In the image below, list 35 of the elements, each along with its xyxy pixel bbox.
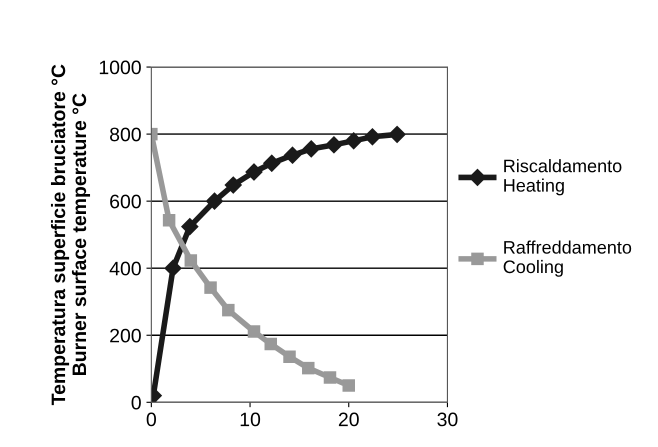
x-tick-label: 10 — [240, 412, 260, 426]
point — [324, 371, 336, 384]
x-tick-label: 30 — [437, 412, 458, 426]
point — [206, 192, 224, 210]
point — [222, 304, 235, 316]
y-axis-title: Temperatura superficie bruciatore °C Burner surface temperature °C — [50, 64, 90, 406]
y-tick-label: 400 — [110, 262, 141, 276]
point — [162, 214, 176, 227]
legend-label: Raffreddamento Cooling — [504, 240, 632, 277]
point — [364, 128, 381, 146]
x-tick-label: 0 — [146, 412, 156, 426]
point — [224, 176, 242, 194]
point — [184, 254, 198, 267]
point — [245, 163, 263, 181]
point — [388, 126, 406, 143]
point — [283, 350, 296, 363]
y-tick-label: 1000 — [100, 60, 141, 74]
point — [342, 379, 355, 392]
y-tick-label: 0 — [132, 396, 141, 410]
point — [263, 154, 280, 172]
point — [284, 146, 302, 164]
point — [264, 338, 278, 350]
point — [248, 325, 260, 338]
x-tick-label: 20 — [338, 412, 359, 426]
point — [302, 140, 320, 158]
point — [325, 136, 342, 154]
point — [164, 260, 182, 277]
point — [204, 281, 217, 294]
y-tick-label: 600 — [110, 194, 141, 208]
legend-label: Riscaldamento Heating — [504, 159, 622, 196]
y-tick-label: 800 — [110, 128, 141, 142]
point — [345, 132, 362, 150]
point — [302, 362, 315, 374]
y-tick-label: 200 — [110, 328, 141, 342]
point — [181, 218, 198, 236]
